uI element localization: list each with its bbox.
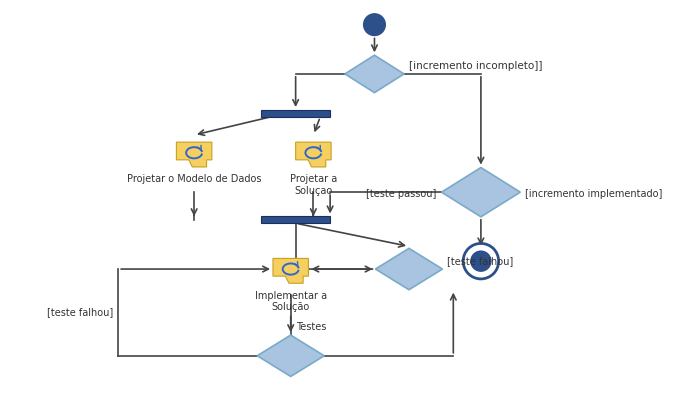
Polygon shape xyxy=(375,248,443,290)
Text: [incremento implementado]: [incremento implementado] xyxy=(525,189,663,199)
Text: [teste falhou]: [teste falhou] xyxy=(448,256,514,266)
Text: [teste passou]: [teste passou] xyxy=(366,189,436,199)
Bar xyxy=(261,110,330,117)
Bar xyxy=(261,216,330,223)
Text: Implementar a
Solução: Implementar a Solução xyxy=(255,291,326,312)
Text: Projetar o Modelo de Dados: Projetar o Modelo de Dados xyxy=(127,175,262,184)
Circle shape xyxy=(468,248,493,274)
Polygon shape xyxy=(441,168,521,217)
Polygon shape xyxy=(258,335,324,376)
Circle shape xyxy=(363,14,386,36)
Text: Projetar a
Soluçao: Projetar a Soluçao xyxy=(290,175,337,196)
Text: [teste falhou]: [teste falhou] xyxy=(47,308,113,317)
Text: Testes: Testes xyxy=(296,322,326,332)
Text: [incremento incompleto]]: [incremento incompleto]] xyxy=(409,61,542,71)
Polygon shape xyxy=(176,142,212,167)
Polygon shape xyxy=(296,142,331,167)
Polygon shape xyxy=(345,55,404,93)
Polygon shape xyxy=(273,258,308,283)
